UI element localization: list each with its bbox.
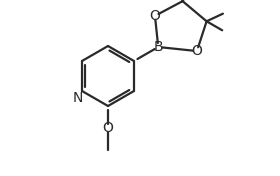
Text: B: B [153, 40, 163, 54]
Text: N: N [73, 91, 83, 105]
Text: O: O [102, 121, 113, 135]
Text: O: O [192, 44, 202, 58]
Text: O: O [150, 9, 160, 23]
